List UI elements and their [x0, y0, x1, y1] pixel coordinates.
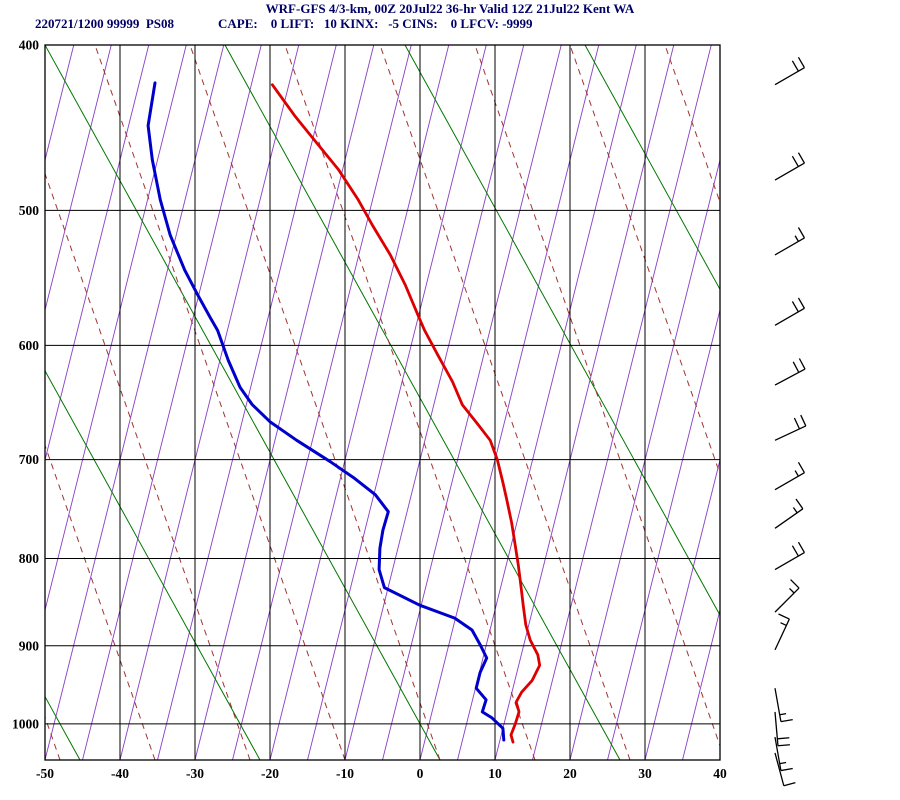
wind-barbs: [774, 56, 807, 787]
temperature-trace: [270, 83, 542, 744]
pressure-temperature-grid: [44, 44, 721, 760]
background-isotherms: [45, 45, 720, 760]
svg-text:10: 10: [488, 766, 502, 781]
svg-text:800: 800: [19, 551, 40, 566]
temperature-axis-labels: -50 -40 -30 -20 -10 0 10 20 30 40: [36, 766, 727, 781]
svg-text:20: 20: [563, 766, 577, 781]
svg-text:40: 40: [713, 766, 727, 781]
svg-text:-50: -50: [36, 766, 54, 781]
moist-lines: [45, 45, 720, 760]
svg-text:0: 0: [417, 766, 424, 781]
svg-text:-10: -10: [336, 766, 354, 781]
svg-text:900: 900: [19, 638, 40, 653]
dry-adiabats: [45, 45, 720, 760]
plot-border: [44, 44, 721, 761]
svg-text:400: 400: [19, 38, 40, 53]
svg-text:1000: 1000: [12, 716, 39, 731]
pressure-axis-labels: 400 500 600 700 800 900 1000: [12, 38, 39, 732]
chart-title: WRF-GFS 4/3-km, 00Z 20Jul22 36-hr Valid …: [265, 1, 635, 16]
svg-text:-20: -20: [261, 766, 279, 781]
stability-indices-text: CAPE: 0 LIFT: 10 KINX: -5 CINS: 0 LFCV: …: [218, 16, 533, 31]
svg-text:-30: -30: [186, 766, 204, 781]
svg-text:-40: -40: [111, 766, 129, 781]
dewpoint-trace: [146, 81, 506, 742]
station-id-text: 220721/1200 99999 PS08: [35, 16, 175, 31]
station-info-line: 220721/1200 99999 PS08 CAPE: 0 LIFT: 10 K…: [35, 16, 533, 32]
svg-text:600: 600: [19, 338, 40, 353]
svg-text:30: 30: [638, 766, 652, 781]
svg-text:700: 700: [19, 452, 40, 467]
svg-text:500: 500: [19, 203, 40, 218]
